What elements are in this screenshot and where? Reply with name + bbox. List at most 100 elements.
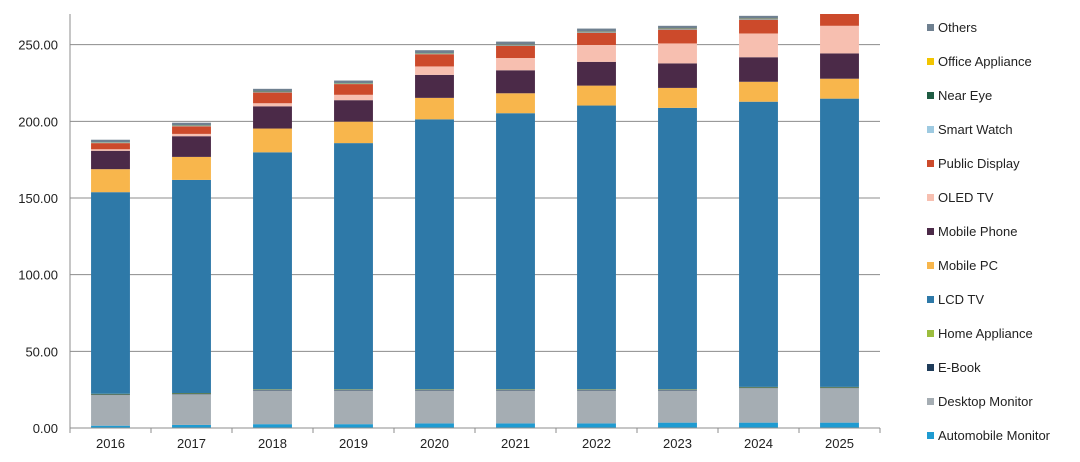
axes: 0.00 50.00 100.00 150.00 200.00 250.00 2016 201… [18,14,881,451]
bar-segment [91,192,130,394]
bar-segment [820,14,859,26]
bar-segment [172,179,211,394]
bar-segment [658,107,697,390]
bar-segment [739,15,778,19]
bar-segment [820,53,859,79]
bar-segment [496,390,535,424]
bar-segment [253,103,292,107]
legend-swatch [927,58,934,65]
bar-segment [577,105,616,390]
bar-segment [172,136,211,157]
bar-segment [253,152,292,390]
bar-segment [415,389,454,391]
bar-segment [415,54,454,67]
bar-segment [577,389,616,391]
bar-segment [253,424,292,428]
bar-segment [253,106,292,129]
bar-segment [415,119,454,390]
legend-swatch [927,194,934,201]
bar-segment [658,29,697,44]
y-tick-label: 0.00 [33,421,58,436]
x-tick-label: 2021 [501,436,530,451]
bar-segment [658,389,697,391]
x-tick-label: 2019 [339,436,368,451]
bar-segment [658,63,697,88]
bar-segment [658,422,697,428]
x-tick-label: 2016 [96,436,125,451]
legend-swatch [927,364,934,371]
bar-segment [334,100,373,122]
bar-segment [496,70,535,94]
y-tick-label: 100.00 [18,268,58,283]
x-tick-label: 2017 [177,436,206,451]
bar-segment [172,393,211,395]
bar-segment [334,390,373,425]
bar-segment [172,394,211,425]
bar-segment [820,25,859,54]
legend-label: OLED TV [938,190,994,205]
legend-label: Office Appliance [938,54,1032,69]
bar-segment [172,122,211,126]
bar-segment [334,143,373,390]
legend-label: Others [938,20,978,35]
bar-segment [91,395,130,426]
x-tick-label: 2023 [663,436,692,451]
bar-segment [496,113,535,390]
bar-segment [577,85,616,106]
bar-segment [739,19,778,34]
bar-segment [820,422,859,428]
bar-segment [334,121,373,144]
bar-segment [91,149,130,151]
bar-segment [658,25,697,29]
bar-segment [739,57,778,82]
bar-segment [577,28,616,32]
bar-segment [334,80,373,83]
bar-segment [172,156,211,180]
bar-segment [496,58,535,71]
bar-segment [415,66,454,75]
bar-segment [415,390,454,424]
bar-segment [658,87,697,108]
bar-segment [334,84,373,95]
legend-label: LCD TV [938,292,984,307]
bar-segment [172,133,211,137]
legend-label: Public Display [938,156,1020,171]
bar-segment [658,390,697,423]
legend-swatch [927,228,934,235]
x-tick-label: 2022 [582,436,611,451]
legend-swatch [927,296,934,303]
bar-segment [496,45,535,59]
legend-label: Mobile Phone [938,224,1018,239]
bar-segment [91,150,130,170]
legend-label: Near Eye [938,88,992,103]
bar-segment [334,94,373,101]
y-tick-label: 250.00 [18,38,58,53]
legend-swatch [927,126,934,133]
legend-label: Desktop Monitor [938,394,1033,409]
legend-swatch [927,92,934,99]
bar-segment [415,50,454,54]
legend-label: Home Appliance [938,326,1033,341]
x-tick-label: 2025 [825,436,854,451]
bar-segment [334,424,373,428]
bar-segment [739,422,778,428]
x-tick-label: 2018 [258,436,287,451]
bar-segment [739,81,778,102]
bar-segment [253,128,292,153]
bar-segment [496,389,535,391]
bar-segment [820,387,859,389]
bar-segment [334,389,373,391]
legend-swatch [927,24,934,31]
bar-segment [253,389,292,391]
legend-swatch [927,398,934,405]
x-tick-label: 2024 [744,436,773,451]
legend-swatch [927,160,934,167]
bars [91,14,859,428]
bar-segment [658,43,697,64]
bar-segment [496,423,535,428]
bar-segment [91,143,130,150]
bar-segment [577,32,616,45]
bar-segment [739,387,778,389]
bar-segment [820,98,859,387]
